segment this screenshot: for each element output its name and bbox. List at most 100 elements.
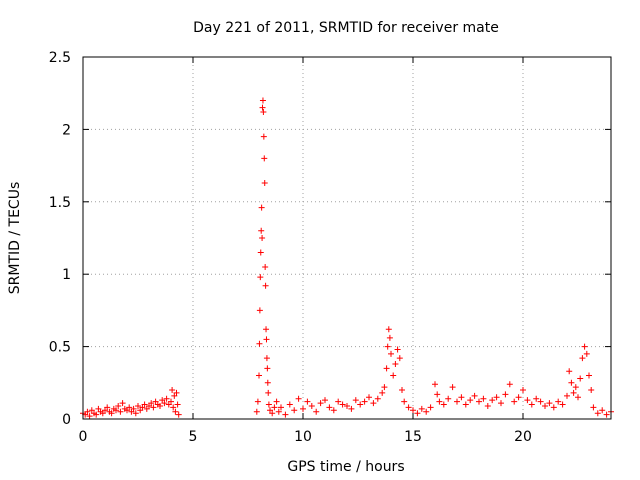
data-point [594,410,601,417]
data-point [396,355,403,362]
data-point [168,398,174,405]
data-point [262,263,269,270]
data-point [361,398,368,405]
data-point [172,408,179,415]
x-tick-label: 0 [79,429,88,445]
data-point [264,365,271,372]
data-point [575,394,581,401]
data-point [590,404,597,411]
data-point [498,400,504,407]
data-point [524,397,531,404]
data-point [148,400,155,407]
data-point [169,387,176,394]
plot-frame [82,56,612,420]
data-point [502,391,509,398]
data-point [374,395,381,402]
data-point [174,401,181,408]
data-point [344,402,350,409]
data-point [271,404,278,411]
data-point [126,404,133,411]
data-point [515,394,522,401]
data-point [405,404,412,411]
data-point [84,408,91,415]
data-point [511,398,518,405]
data-point [579,355,586,362]
data-point [454,398,460,405]
data-point [566,368,573,375]
data-point [436,398,443,405]
data-point [418,405,425,412]
data-point [432,381,438,388]
data-point [476,398,482,405]
data-point [542,402,548,409]
data-point [577,375,584,382]
data-point [586,372,592,379]
data-point [322,397,328,404]
data-point [317,400,324,407]
data-point [259,235,266,241]
data-point [381,384,388,391]
data-point [335,398,342,405]
data-point [132,410,139,417]
data-point [546,400,553,407]
data-point [449,384,456,391]
y-tick-label: 2.5 [49,50,71,66]
data-point [588,387,595,394]
data-point [300,405,306,412]
data-point [130,405,137,412]
data-point [583,350,590,357]
data-point [564,392,570,399]
data-point [471,392,478,399]
data-point [370,400,377,407]
data-point [93,411,100,418]
data-point [568,379,575,386]
data-point [256,307,263,314]
data-point [275,408,282,415]
data-point [119,400,126,407]
data-point [506,381,513,388]
data-point [269,410,276,417]
data-point [385,326,392,333]
grid [83,57,611,419]
data-point [135,402,141,409]
data-point [440,401,447,408]
data-point [537,398,544,405]
data-point [458,394,465,401]
data-point [379,389,386,396]
data-point [263,326,270,333]
data-point [423,408,430,415]
data-point [570,389,577,396]
data-point [108,410,115,417]
y-axis: 0 0.5 1 1.5 2 2.5 [49,50,611,428]
data-point [262,282,269,289]
data-point [150,404,157,411]
data-point [260,109,267,116]
data-point [489,397,496,404]
data-point [386,334,393,341]
data-point [260,133,267,140]
data-point [104,404,111,411]
data-point [265,401,272,408]
data-point [173,389,180,396]
data-point [256,340,263,347]
data-point [259,97,266,104]
chart-title: Day 221 of 2011, SRMTID for receiver mat… [193,20,499,36]
data-point [427,404,434,411]
data-point [278,404,284,411]
data-point [392,360,399,367]
data-point [261,179,268,186]
data-point [480,395,487,402]
data-point [445,395,452,402]
data-point [170,404,177,411]
data-point [399,387,405,394]
data-point [572,384,579,391]
y-tick-label: 0.5 [49,340,71,356]
data-point [394,346,401,353]
x-axis: 0 5 10 15 20 [79,57,532,445]
data-point [258,227,265,234]
data-point [308,402,315,409]
y-axis-label: SRMTID / TECUs [7,182,23,295]
data-point [117,408,124,415]
data-point [257,274,264,281]
